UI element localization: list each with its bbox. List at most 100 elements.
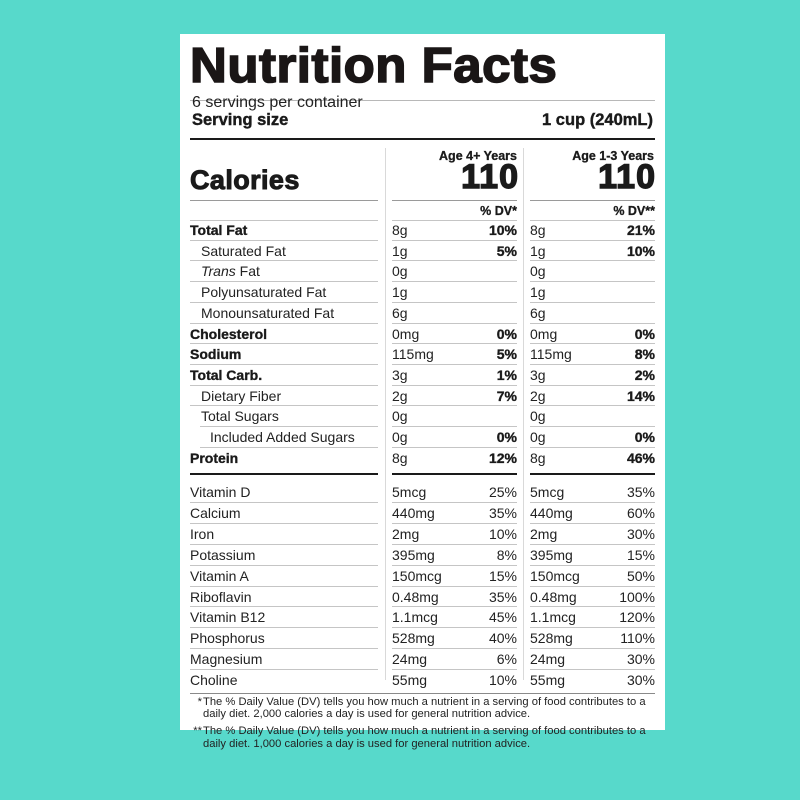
row-divider	[530, 363, 655, 365]
row-divider	[392, 281, 517, 283]
nutrient-name: Protein	[190, 449, 239, 466]
nutrient-name: Cholesterol	[190, 325, 268, 342]
dv-age-4plus: 10%	[488, 222, 517, 238]
row-divider	[190, 543, 378, 545]
amount-age-1-3: 1g	[530, 284, 546, 301]
amount-age-4plus: 115mg	[392, 346, 434, 363]
row-divider	[530, 281, 655, 283]
row-divider	[200, 426, 378, 427]
row-divider	[190, 405, 378, 407]
nutrient-row: Total Fat 8g 10% 8g 21%	[180, 220, 665, 241]
row-divider	[530, 301, 655, 303]
amount-age-1-3: 150mcg	[530, 567, 580, 584]
nutrient-row: Total Carb. 3g 1% 3g 2%	[180, 365, 665, 386]
dv-divider-a	[392, 220, 517, 221]
footnote-mark: *	[197, 696, 202, 708]
footnote-double-star: ** The % Daily Value (DV) tells you how …	[190, 725, 657, 749]
row-divider	[392, 564, 517, 566]
dv-age-1-3: 30%	[626, 651, 655, 668]
vitamin-row: Iron 2mg 10% 2mg 30%	[180, 524, 665, 545]
nutrient-row: Polyunsaturated Fat 1g 1g	[180, 282, 665, 303]
nutrient-row: Sodium 115mg 5% 115mg 8%	[180, 344, 665, 365]
dv-age-1-3: 2%	[634, 366, 656, 383]
footnote-text: The % Daily Value (DV) tells you how muc…	[203, 696, 646, 721]
calories-divider-name	[190, 200, 378, 201]
row-divider	[392, 543, 517, 545]
dv-age-4plus: 45%	[488, 609, 517, 626]
row-divider	[392, 522, 517, 524]
row-divider	[190, 648, 378, 650]
dv-age-1-3: 35%	[626, 484, 655, 500]
dv-age-4plus: 6%	[496, 651, 517, 668]
amount-age-4plus: 1g	[392, 284, 408, 301]
row-divider	[392, 446, 517, 448]
dv-age-1-3: 110%	[620, 630, 655, 647]
dv-header-age-1-3: % DV**	[613, 204, 655, 218]
amount-age-4plus: 0g	[392, 429, 408, 445]
row-divider	[190, 384, 378, 386]
row-divider	[190, 585, 378, 587]
dv-age-4plus: 25%	[488, 484, 517, 500]
amount-age-4plus: 1g	[392, 242, 408, 259]
row-divider	[530, 322, 655, 324]
servings-per-container: 6 servings per container	[192, 94, 363, 111]
amount-age-4plus: 395mg	[392, 546, 435, 563]
nutrient-name: Monounsaturated Fat	[201, 304, 335, 321]
dv-age-4plus: 7%	[496, 387, 518, 404]
nutrient-name: Potassium	[190, 546, 256, 563]
amount-age-4plus: 3g	[392, 366, 408, 383]
row-divider	[392, 384, 517, 386]
nutrient-name: Iron	[190, 525, 215, 542]
footnote-text: The % Daily Value (DV) tells you how muc…	[203, 725, 646, 750]
nutrient-name: Sodium	[190, 346, 242, 363]
dv-age-4plus: 40%	[488, 630, 517, 647]
row-divider	[190, 669, 378, 671]
label-title: Nutrition Facts	[189, 38, 558, 94]
nutrient-name: Dietary Fiber	[201, 387, 282, 404]
calories-divider-a	[392, 200, 517, 201]
serving-size-label: Serving size	[192, 111, 289, 129]
amount-age-1-3: 528mg	[530, 630, 573, 647]
dv-age-1-3: 8%	[634, 346, 656, 363]
row-divider	[190, 281, 378, 283]
row-divider	[530, 522, 655, 524]
row-divider	[392, 363, 517, 365]
title-divider	[190, 100, 655, 101]
row-divider	[530, 543, 655, 545]
amount-age-1-3: 0g	[530, 429, 546, 445]
nutrient-name: Phosphorus	[190, 630, 265, 647]
calories-value-age-4plus: 110	[460, 157, 519, 196]
row-divider	[530, 648, 655, 650]
amount-age-4plus: 8g	[392, 449, 408, 466]
row-divider	[392, 585, 517, 587]
amount-age-1-3: 3g	[530, 366, 546, 383]
row-divider	[392, 627, 517, 629]
row-divider	[190, 522, 378, 524]
amount-age-4plus: 55mg	[392, 672, 428, 689]
amount-age-4plus: 440mg	[392, 504, 435, 521]
nutrient-name: Trans Fat	[190, 261, 260, 281]
row-divider	[530, 564, 655, 566]
amount-age-4plus: 528mg	[392, 630, 435, 647]
row-divider	[392, 501, 517, 503]
amount-age-4plus: 150mcg	[392, 567, 442, 584]
vitamin-row: Calcium 440mg 35% 440mg 60%	[180, 503, 665, 524]
row-divider	[190, 363, 378, 365]
amount-age-4plus: 6g	[392, 304, 408, 321]
row-divider	[392, 669, 517, 671]
row-divider	[530, 426, 655, 427]
amount-age-1-3: 1g	[530, 242, 546, 259]
row-divider	[190, 501, 378, 503]
nutrient-name: Riboflavin	[190, 588, 252, 605]
dv-age-4plus: 0%	[496, 325, 518, 342]
row-divider	[392, 301, 517, 303]
dv-age-4plus: 5%	[496, 346, 518, 363]
nutrient-row: Included Added Sugars 0g 0% 0g 0%	[180, 427, 665, 448]
amount-age-1-3: 0g	[530, 263, 546, 280]
vitamin-row: Vitamin A 150mcg 15% 150mcg 50%	[180, 566, 665, 587]
dv-age-1-3: 50%	[626, 567, 655, 584]
row-divider	[530, 343, 655, 345]
serving-divider	[190, 138, 655, 140]
dv-age-1-3: 14%	[626, 387, 655, 404]
amount-age-1-3: 24mg	[530, 651, 566, 668]
